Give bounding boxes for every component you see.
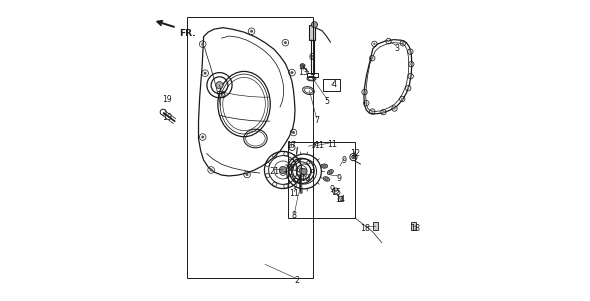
Circle shape	[250, 30, 253, 33]
Circle shape	[352, 155, 355, 159]
Circle shape	[284, 41, 287, 44]
Text: 19: 19	[162, 113, 172, 122]
Circle shape	[201, 43, 204, 46]
Circle shape	[281, 171, 284, 174]
Text: 9: 9	[342, 156, 347, 165]
Text: 10: 10	[300, 175, 310, 184]
Text: 13: 13	[298, 68, 308, 77]
Circle shape	[209, 169, 212, 172]
Polygon shape	[309, 25, 316, 40]
Text: 8: 8	[292, 211, 297, 220]
Circle shape	[394, 107, 396, 110]
Text: 9: 9	[330, 185, 335, 194]
Circle shape	[409, 75, 412, 77]
Ellipse shape	[323, 165, 326, 167]
Circle shape	[365, 102, 368, 104]
Circle shape	[312, 22, 317, 28]
Text: 11: 11	[314, 141, 324, 150]
Ellipse shape	[329, 171, 332, 173]
Text: 15: 15	[331, 188, 342, 197]
Text: 4: 4	[332, 80, 336, 89]
Text: 11: 11	[327, 140, 337, 149]
Polygon shape	[373, 222, 378, 231]
Circle shape	[301, 169, 307, 175]
Text: 20: 20	[287, 164, 298, 173]
Text: 2: 2	[294, 276, 299, 285]
Circle shape	[409, 51, 412, 53]
Text: 21: 21	[269, 167, 279, 176]
Text: 3: 3	[394, 44, 399, 53]
Circle shape	[290, 71, 293, 74]
Circle shape	[407, 87, 409, 89]
Text: 16: 16	[217, 91, 227, 100]
Ellipse shape	[324, 178, 328, 180]
Polygon shape	[411, 222, 416, 231]
Circle shape	[299, 169, 304, 173]
Text: 5: 5	[325, 97, 330, 106]
Circle shape	[382, 111, 385, 113]
Circle shape	[363, 91, 366, 93]
Text: 18: 18	[360, 224, 371, 233]
Circle shape	[373, 43, 376, 45]
Circle shape	[292, 131, 295, 134]
Ellipse shape	[327, 170, 333, 175]
Ellipse shape	[321, 164, 327, 168]
Text: 6: 6	[309, 53, 314, 62]
Text: 19: 19	[162, 95, 172, 104]
Text: 9: 9	[337, 174, 342, 183]
Circle shape	[401, 98, 404, 100]
Ellipse shape	[323, 177, 330, 181]
Circle shape	[245, 173, 248, 176]
Circle shape	[300, 64, 305, 68]
Circle shape	[387, 40, 389, 42]
Circle shape	[216, 82, 223, 89]
Bar	[187, 17, 313, 278]
Circle shape	[371, 110, 373, 113]
Text: 18: 18	[410, 224, 420, 233]
Text: 11: 11	[290, 189, 299, 198]
Circle shape	[371, 57, 373, 59]
Polygon shape	[337, 196, 342, 201]
Circle shape	[402, 42, 404, 45]
Circle shape	[280, 166, 287, 174]
Bar	[289, 142, 355, 218]
Circle shape	[410, 63, 412, 65]
Text: 7: 7	[314, 116, 319, 125]
Circle shape	[334, 189, 337, 192]
Text: 14: 14	[335, 195, 345, 204]
Text: 12: 12	[350, 149, 360, 158]
Circle shape	[201, 135, 204, 138]
Circle shape	[204, 72, 206, 75]
Text: 17: 17	[286, 141, 296, 150]
Text: FR.: FR.	[179, 29, 195, 38]
